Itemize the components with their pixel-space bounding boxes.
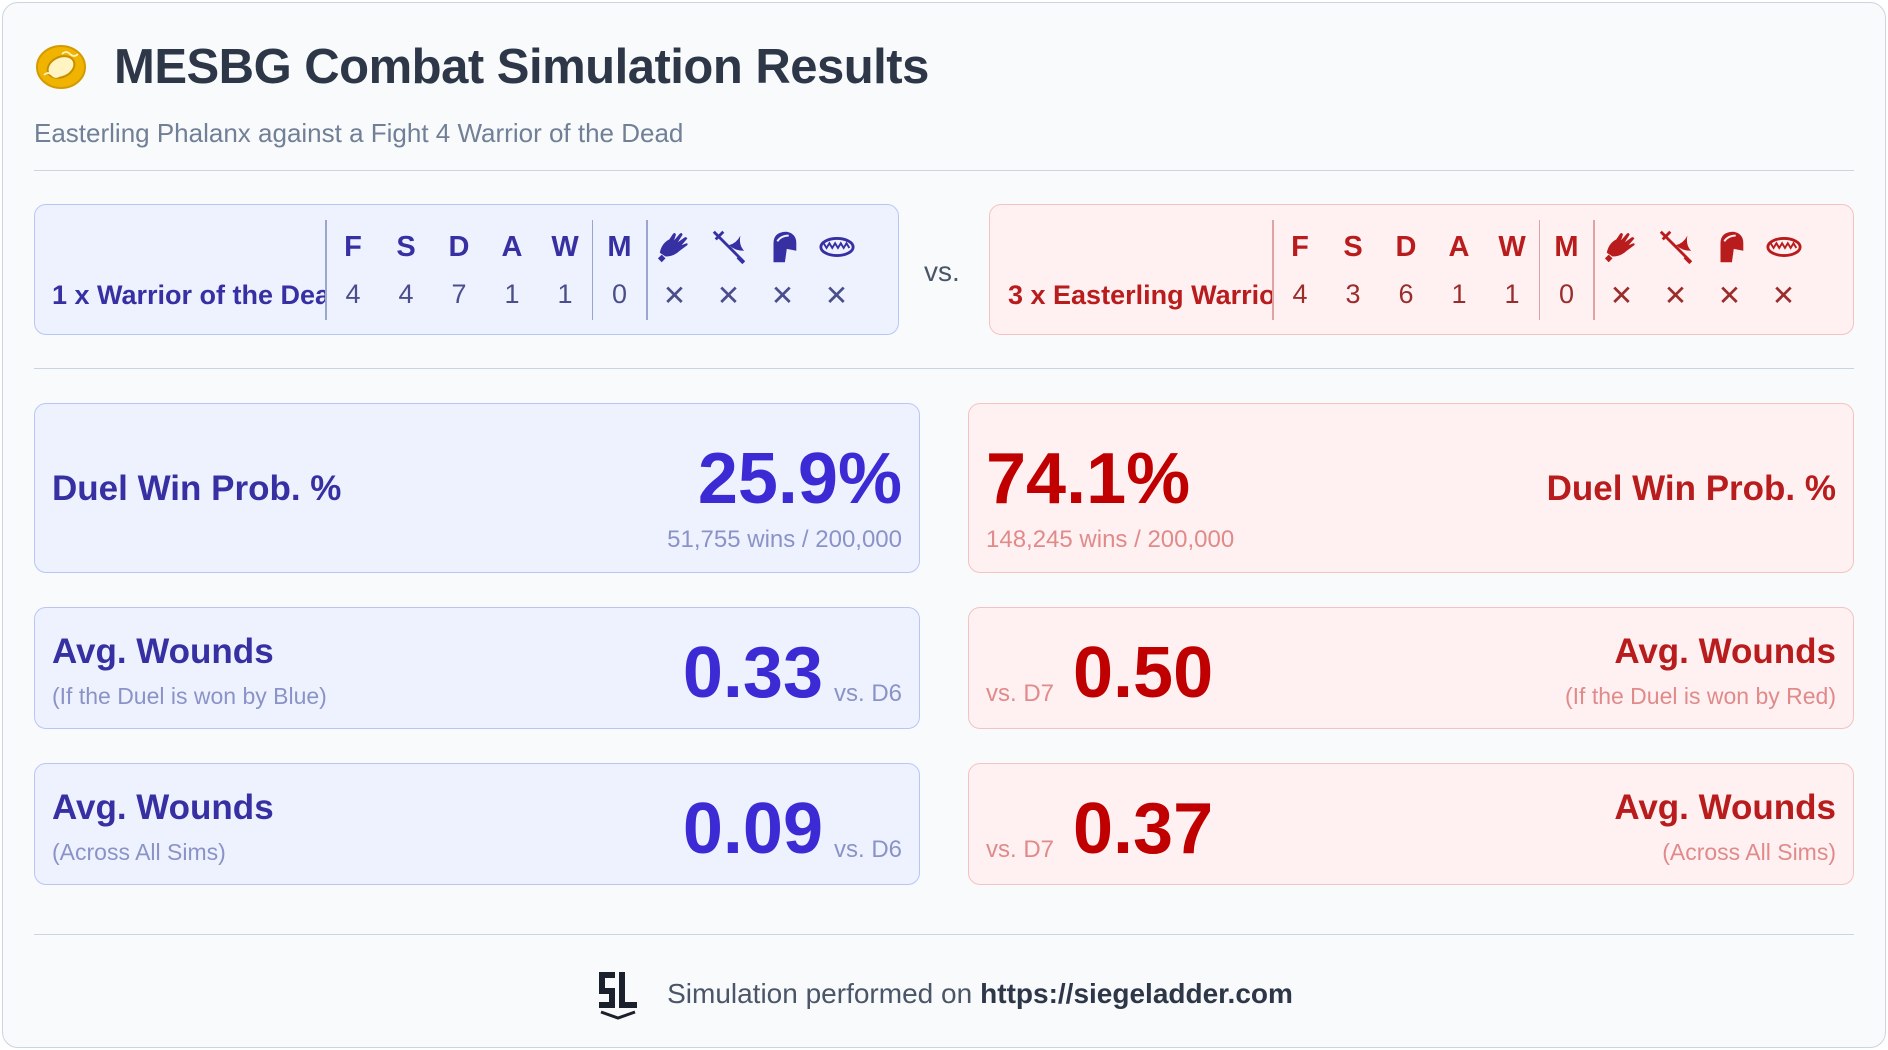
blue-duel-win-detail: 51,755 wins / 200,000 (667, 526, 902, 553)
divider (1272, 219, 1274, 320)
red-avg-wounds-won-card: vs. D7 0.50 Avg. Wounds (If the Duel is … (968, 607, 1854, 729)
page-subtitle: Easterling Phalanx against a Fight 4 War… (34, 118, 684, 148)
footer: Simulation performed on https://siegelad… (0, 968, 1888, 1020)
special-shield: ✕ (756, 220, 810, 320)
special-weapon: ✕ (702, 220, 756, 320)
crossed-weapons-icon (1659, 230, 1692, 264)
divider (34, 934, 1854, 935)
siege-ladder-logo (599, 972, 638, 1020)
blue-avg-wounds-won-value: 0.33 (682, 633, 823, 713)
ring-icon (36, 45, 86, 89)
red-avg-wounds-all-value: 0.37 (1073, 789, 1214, 869)
siegeladder-link[interactable]: https://siegeladder.com (980, 978, 1293, 1009)
avg-wounds-label: Avg. Wounds (1614, 632, 1836, 671)
shield-icon (773, 231, 796, 262)
avg-wounds-sub: (Across All Sims) (52, 839, 226, 865)
footer-text: Simulation performed on (667, 978, 973, 1009)
blue-defence-ref: vs. D6 (833, 680, 902, 707)
red-avg-wounds-all-card: vs. D7 0.37 Avg. Wounds (Across All Sims… (968, 763, 1854, 885)
blue-defence-ref: vs. D6 (833, 836, 902, 863)
divider (34, 368, 1854, 369)
blue-unit-name: 1 x Warrior of the Dead (52, 280, 325, 310)
shield-icon (1720, 231, 1743, 262)
divider (1538, 219, 1540, 320)
blue-duel-win-value: 25.9% (697, 439, 902, 519)
blue-avg-wounds-all-value: 0.09 (682, 789, 823, 869)
divider (34, 170, 1854, 171)
red-defence-ref: vs. D7 (986, 836, 1055, 863)
duel-win-label: Duel Win Prob. % (52, 469, 342, 508)
blue-avg-wounds-won-card: Avg. Wounds (If the Duel is won by Blue)… (34, 607, 920, 729)
special-two-handed: ✕ (1595, 220, 1649, 320)
avg-wounds-sub: (If the Duel is won by Blue) (52, 683, 327, 709)
red-avg-wounds-won-value: 0.50 (1073, 633, 1214, 713)
duel-win-label: Duel Win Prob. % (1546, 469, 1836, 508)
red-defence-ref: vs. D7 (986, 680, 1055, 707)
header: MESBG Combat Simulation Results Easterli… (34, 34, 1854, 149)
avg-wounds-sub: (If the Duel is won by Red) (1564, 683, 1836, 709)
crossed-weapons-icon (712, 230, 745, 264)
avg-wounds-sub: (Across All Sims) (1662, 839, 1836, 865)
bear-trap-icon (818, 236, 855, 257)
avg-wounds-label: Avg. Wounds (52, 788, 274, 827)
hands-icon (657, 232, 688, 262)
hands-icon (1604, 232, 1635, 262)
special-two-handed: ✕ (648, 220, 702, 320)
red-unit-name: 3 x Easterling Warrior (1008, 280, 1272, 310)
special-trap: ✕ (810, 220, 864, 320)
bear-trap-icon (1765, 236, 1802, 257)
divider (325, 219, 327, 320)
blue-duel-win-card: Duel Win Prob. % 25.9% 51,755 wins / 200… (34, 403, 920, 573)
red-duel-win-detail: 148,245 wins / 200,000 (986, 526, 1235, 553)
red-duel-win-value: 74.1% (986, 439, 1191, 519)
avg-wounds-label: Avg. Wounds (52, 632, 274, 671)
divider (1593, 219, 1595, 320)
red-duel-win-card: 74.1% 148,245 wins / 200,000 Duel Win Pr… (968, 403, 1854, 573)
page-title: MESBG Combat Simulation Results (114, 40, 929, 94)
blue-avg-wounds-all-card: Avg. Wounds (Across All Sims) 0.09 vs. D… (34, 763, 920, 885)
special-trap: ✕ (1757, 220, 1811, 320)
special-weapon: ✕ (1649, 220, 1703, 320)
divider (646, 219, 648, 320)
divider (591, 219, 593, 320)
avg-wounds-label: Avg. Wounds (1614, 788, 1836, 827)
special-shield: ✕ (1703, 220, 1757, 320)
vs-label: vs. (924, 256, 960, 287)
